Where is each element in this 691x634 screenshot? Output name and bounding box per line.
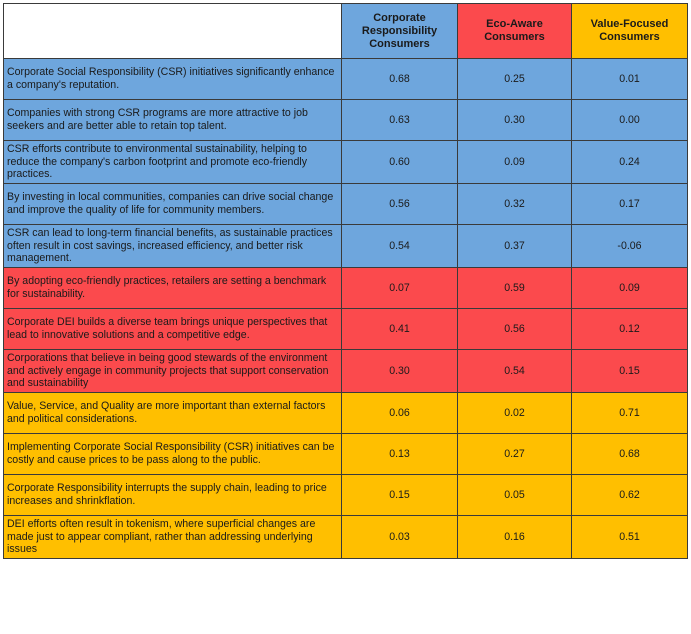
table-row: DEI efforts often result in tokenism, wh… bbox=[3, 515, 688, 559]
statement-cell: Corporate DEI builds a diverse team brin… bbox=[3, 308, 342, 350]
statement-cell: CSR efforts contribute to environmental … bbox=[3, 140, 342, 184]
table-row: Value, Service, and Quality are more imp… bbox=[3, 392, 688, 434]
value-focused-value: 0.51 bbox=[571, 515, 688, 559]
table-row: Corporate Responsibility interrupts the … bbox=[3, 474, 688, 516]
value-focused-value: 0.71 bbox=[571, 392, 688, 434]
corporate-responsibility-value: 0.13 bbox=[341, 433, 458, 475]
eco-aware-value: 0.27 bbox=[457, 433, 572, 475]
eco-aware-value: 0.09 bbox=[457, 140, 572, 184]
header-row: Corporate Responsibility Consumers Eco-A… bbox=[3, 3, 688, 59]
value-focused-value: 0.24 bbox=[571, 140, 688, 184]
table-row: Implementing Corporate Social Responsibi… bbox=[3, 433, 688, 475]
statement-cell: Corporate Social Responsibility (CSR) in… bbox=[3, 58, 342, 100]
table-row: By adopting eco-friendly practices, reta… bbox=[3, 267, 688, 309]
eco-aware-value: 0.37 bbox=[457, 224, 572, 268]
statement-cell: By adopting eco-friendly practices, reta… bbox=[3, 267, 342, 309]
table-row: Corporations that believe in being good … bbox=[3, 349, 688, 393]
eco-aware-value: 0.02 bbox=[457, 392, 572, 434]
table-row: CSR can lead to long-term financial bene… bbox=[3, 224, 688, 268]
corporate-responsibility-value: 0.54 bbox=[341, 224, 458, 268]
value-focused-value: 0.01 bbox=[571, 58, 688, 100]
corporate-responsibility-value: 0.07 bbox=[341, 267, 458, 309]
value-focused-value: 0.17 bbox=[571, 183, 688, 225]
value-focused-value: 0.00 bbox=[571, 99, 688, 141]
value-focused-value: 0.15 bbox=[571, 349, 688, 393]
value-focused-value: 0.62 bbox=[571, 474, 688, 516]
statement-cell: Corporations that believe in being good … bbox=[3, 349, 342, 393]
header-eco-aware-consumers: Eco-Aware Consumers bbox=[457, 3, 572, 59]
eco-aware-value: 0.16 bbox=[457, 515, 572, 559]
corporate-responsibility-value: 0.68 bbox=[341, 58, 458, 100]
statement-cell: DEI efforts often result in tokenism, wh… bbox=[3, 515, 342, 559]
eco-aware-value: 0.05 bbox=[457, 474, 572, 516]
eco-aware-value: 0.59 bbox=[457, 267, 572, 309]
statement-cell: Corporate Responsibility interrupts the … bbox=[3, 474, 342, 516]
eco-aware-value: 0.25 bbox=[457, 58, 572, 100]
statement-cell: Value, Service, and Quality are more imp… bbox=[3, 392, 342, 434]
consumer-segment-table: Corporate Responsibility Consumers Eco-A… bbox=[3, 3, 688, 559]
corporate-responsibility-value: 0.30 bbox=[341, 349, 458, 393]
corporate-responsibility-value: 0.15 bbox=[341, 474, 458, 516]
value-focused-value: 0.12 bbox=[571, 308, 688, 350]
table-row: CSR efforts contribute to environmental … bbox=[3, 140, 688, 184]
statement-cell: Companies with strong CSR programs are m… bbox=[3, 99, 342, 141]
corporate-responsibility-value: 0.06 bbox=[341, 392, 458, 434]
header-corporate-responsibility-consumers: Corporate Responsibility Consumers bbox=[341, 3, 458, 59]
corporate-responsibility-value: 0.41 bbox=[341, 308, 458, 350]
eco-aware-value: 0.32 bbox=[457, 183, 572, 225]
corporate-responsibility-value: 0.63 bbox=[341, 99, 458, 141]
table-row: Corporate DEI builds a diverse team brin… bbox=[3, 308, 688, 350]
table-row: Companies with strong CSR programs are m… bbox=[3, 99, 688, 141]
corporate-responsibility-value: 0.60 bbox=[341, 140, 458, 184]
eco-aware-value: 0.56 bbox=[457, 308, 572, 350]
statement-cell: Implementing Corporate Social Responsibi… bbox=[3, 433, 342, 475]
corporate-responsibility-value: 0.56 bbox=[341, 183, 458, 225]
statement-cell: CSR can lead to long-term financial bene… bbox=[3, 224, 342, 268]
header-value-focused-consumers: Value-Focused Consumers bbox=[571, 3, 688, 59]
value-focused-value: 0.68 bbox=[571, 433, 688, 475]
table-row: By investing in local communities, compa… bbox=[3, 183, 688, 225]
statement-cell: By investing in local communities, compa… bbox=[3, 183, 342, 225]
corporate-responsibility-value: 0.03 bbox=[341, 515, 458, 559]
header-corner-cell bbox=[3, 3, 342, 59]
eco-aware-value: 0.30 bbox=[457, 99, 572, 141]
value-focused-value: 0.09 bbox=[571, 267, 688, 309]
value-focused-value: -0.06 bbox=[571, 224, 688, 268]
table-row: Corporate Social Responsibility (CSR) in… bbox=[3, 58, 688, 100]
eco-aware-value: 0.54 bbox=[457, 349, 572, 393]
